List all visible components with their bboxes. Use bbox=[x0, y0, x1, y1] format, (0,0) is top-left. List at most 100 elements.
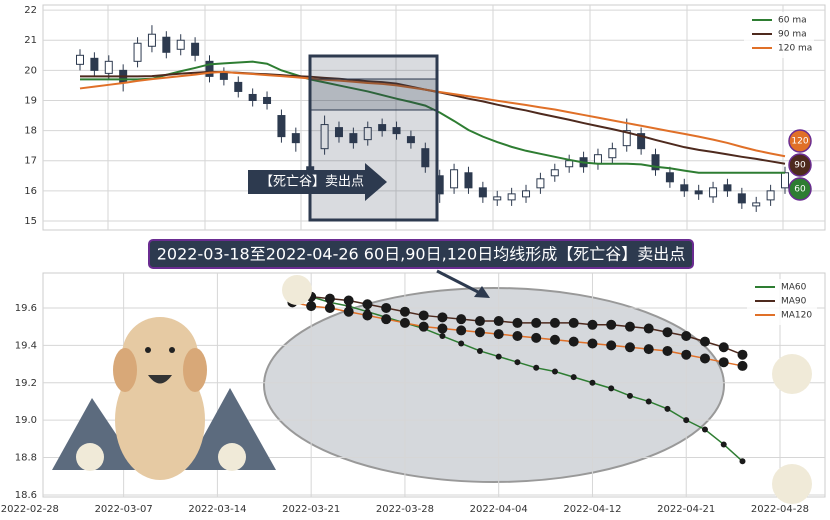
ma-point bbox=[681, 331, 692, 342]
ma-point bbox=[324, 293, 335, 304]
ma-point bbox=[493, 329, 504, 340]
ma-point bbox=[718, 342, 729, 353]
candle-body bbox=[723, 184, 732, 192]
candle-body bbox=[90, 57, 99, 71]
ma-point bbox=[683, 417, 690, 424]
x-tick-label: 2022-03-21 bbox=[282, 504, 340, 515]
legend-label: MA60 bbox=[781, 283, 807, 293]
y-tick-label: 19 bbox=[24, 95, 37, 106]
ma-point bbox=[626, 392, 633, 399]
ma-point bbox=[456, 314, 467, 325]
death-valley-box bbox=[308, 54, 439, 222]
candle-body bbox=[176, 39, 185, 50]
candle-body bbox=[421, 148, 430, 168]
ma-point bbox=[624, 321, 635, 332]
ma-point bbox=[568, 317, 579, 328]
candle-body bbox=[550, 169, 559, 177]
candle-body bbox=[133, 42, 142, 62]
y-tick-label: 19.0 bbox=[15, 415, 37, 426]
candle-body bbox=[694, 190, 703, 195]
ma-point bbox=[699, 336, 710, 347]
candle-body bbox=[665, 172, 674, 183]
candle-body bbox=[219, 72, 228, 80]
candle-body bbox=[263, 96, 272, 104]
ma-point bbox=[549, 317, 560, 328]
y-tick-label: 20 bbox=[24, 65, 37, 76]
x-tick-label: 2022-04-04 bbox=[470, 504, 528, 515]
ma-point bbox=[606, 340, 617, 351]
candle-body bbox=[191, 42, 200, 56]
ma-point bbox=[606, 319, 617, 330]
candle-body bbox=[522, 190, 531, 198]
banner-title: 2022-03-18至2022-04-26 60日,90日,120日均线形成【死… bbox=[157, 245, 686, 264]
ma-point bbox=[587, 338, 598, 349]
ma-point bbox=[512, 317, 523, 328]
ma-point bbox=[343, 295, 354, 306]
ma-point bbox=[701, 426, 708, 433]
legend-label: 90 ma bbox=[778, 30, 807, 40]
ma-point bbox=[512, 331, 523, 342]
ma-point bbox=[306, 301, 317, 312]
top-chart: 15 16 17 18 19 20 21 22 120 90 60 60 ma 90 ma 120 ma bbox=[24, 5, 825, 227]
candle-body bbox=[464, 172, 473, 189]
x-tick-label: 2022-04-21 bbox=[657, 504, 715, 515]
ma-point bbox=[608, 385, 615, 392]
top-vertical-grid bbox=[107, 5, 784, 230]
ma-point bbox=[324, 302, 335, 313]
ma-line bbox=[79, 70, 786, 158]
candle-body bbox=[363, 127, 372, 141]
sell-arrow: 【死亡谷】卖出点 bbox=[248, 163, 387, 201]
ma-point bbox=[458, 340, 465, 347]
candle-body bbox=[320, 124, 329, 150]
ma-point bbox=[589, 379, 596, 386]
illustration bbox=[52, 275, 812, 504]
candle-body bbox=[637, 133, 646, 150]
ma-point bbox=[739, 458, 746, 465]
ma-point bbox=[737, 349, 748, 360]
candle-body bbox=[76, 54, 84, 65]
candle-body bbox=[709, 187, 718, 198]
candle-body bbox=[752, 202, 761, 207]
candle-body bbox=[651, 154, 660, 171]
candle-body bbox=[162, 36, 171, 53]
ma-point bbox=[718, 357, 729, 368]
x-tick-label: 2022-03-07 bbox=[95, 504, 153, 515]
annotation: 【死亡谷】卖出点 bbox=[260, 175, 364, 190]
legend-label: 120 ma bbox=[778, 44, 812, 54]
y-tick-label: 22 bbox=[24, 5, 37, 16]
x-tick-label: 2022-03-14 bbox=[188, 504, 246, 515]
end-badge-label: 90 bbox=[794, 161, 806, 171]
ma-point bbox=[362, 299, 373, 310]
ma-point bbox=[362, 310, 373, 321]
top-plot-area bbox=[42, 4, 826, 231]
ma-line bbox=[80, 60, 785, 174]
y-tick-label: 19.6 bbox=[15, 303, 37, 314]
ma-point bbox=[624, 342, 635, 353]
ma-point bbox=[549, 334, 560, 345]
highlight-ellipse bbox=[263, 287, 725, 483]
ma-point bbox=[570, 374, 577, 381]
banner: 2022-03-18至2022-04-26 60日,90日,120日均线形成【死… bbox=[148, 239, 694, 269]
candle-body bbox=[781, 172, 789, 189]
ma-point bbox=[381, 302, 392, 313]
ma-point bbox=[643, 323, 654, 334]
ma-point bbox=[551, 368, 558, 375]
ma-point bbox=[645, 398, 652, 405]
ma-point bbox=[533, 364, 540, 371]
y-tick-label: 17 bbox=[24, 156, 37, 167]
ma-point bbox=[737, 360, 748, 371]
candle-body bbox=[766, 190, 775, 201]
candle-body bbox=[737, 193, 746, 204]
candle-body bbox=[248, 93, 257, 101]
y-tick-label: 15 bbox=[24, 216, 37, 227]
ma-point bbox=[399, 317, 410, 328]
legend-label: MA120 bbox=[781, 311, 812, 321]
candle-body bbox=[608, 148, 617, 159]
candle-body bbox=[493, 196, 502, 201]
y-tick-label: 16 bbox=[24, 186, 37, 197]
candle-body bbox=[507, 193, 516, 201]
ma-point bbox=[476, 347, 483, 354]
y-tick-label: 18.8 bbox=[15, 453, 37, 464]
x-tick-label: 2022-04-12 bbox=[563, 504, 621, 515]
